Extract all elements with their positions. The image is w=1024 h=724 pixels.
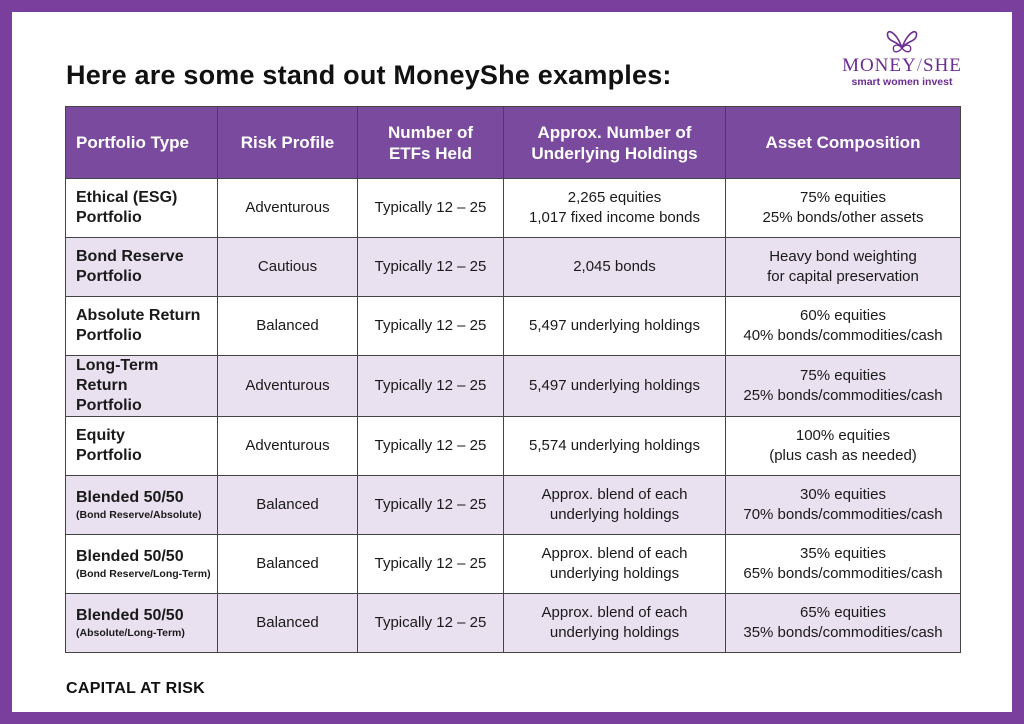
cell-asset-composition: 60% equities 40% bonds/commodities/cash	[725, 296, 961, 356]
cell-etfs-held: Typically 12 – 25	[357, 416, 504, 476]
moneyshe-logo: MONEY/SHE smart women invest	[842, 26, 962, 89]
header-underlying-holdings: Approx. Number of Underlying Holdings	[503, 106, 726, 179]
table-row: Long-Term Return Portfolio Adventurous Typi…	[65, 355, 961, 417]
header-asset-composition: Asset Composition	[725, 106, 961, 179]
table-row: Absolute Return Portfolio Balanced Typicall…	[65, 296, 961, 356]
capital-at-risk-notice: CAPITAL AT RISK	[66, 680, 206, 697]
cell-risk-profile: Adventurous	[217, 355, 358, 417]
cell-etfs-held: Typically 12 – 25	[357, 296, 504, 356]
cell-risk-profile: Adventurous	[217, 416, 358, 476]
cell-risk-profile: Cautious	[217, 237, 358, 297]
cell-etfs-held: Typically 12 – 25	[357, 534, 504, 594]
cell-portfolio-type: Bond Reserve Portfolio	[65, 237, 218, 297]
cell-risk-profile: Balanced	[217, 534, 358, 594]
table-row: Blended 50/50 (Absolute/Long-Term) Balance…	[65, 593, 961, 653]
cell-portfolio-type: Blended 50/50 (Bond Reserve/Absolute)	[65, 475, 218, 535]
portfolio-subtitle: (Absolute/Long-Term)	[76, 627, 185, 639]
table-row: Blended 50/50 (Bond Reserve/Absolute) Bala…	[65, 475, 961, 535]
table-row: Bond Reserve Portfolio Cautious Typically 1…	[65, 237, 961, 297]
header-risk-profile: Risk Profile	[217, 106, 358, 179]
cell-risk-profile: Balanced	[217, 475, 358, 535]
cell-portfolio-type: Absolute Return Portfolio	[65, 296, 218, 356]
cell-etfs-held: Typically 12 – 25	[357, 237, 504, 297]
cell-asset-composition: 30% equities 70% bonds/commodities/cash	[725, 475, 961, 535]
portfolio-table: Portfolio Type Risk Profile Number of ETF…	[65, 106, 961, 653]
portfolio-subtitle: (Bond Reserve/Absolute)	[76, 509, 202, 521]
logo-wordmark: MONEY/SHE	[842, 55, 962, 76]
cell-underlying-holdings: 5,497 underlying holdings	[503, 296, 726, 356]
cell-risk-profile: Balanced	[217, 296, 358, 356]
cell-asset-composition: 100% equities (plus cash as needed)	[725, 416, 961, 476]
cell-portfolio-type: Blended 50/50 (Absolute/Long-Term)	[65, 593, 218, 653]
cell-asset-composition: 65% equities 35% bonds/commodities/cash	[725, 593, 961, 653]
cell-asset-composition: 35% equities 65% bonds/commodities/cash	[725, 534, 961, 594]
cell-asset-composition: 75% equities 25% bonds/other assets	[725, 178, 961, 238]
header-portfolio-type: Portfolio Type	[65, 106, 218, 179]
portfolio-subtitle: (Bond Reserve/Long-Term)	[76, 568, 211, 580]
cell-underlying-holdings: 2,265 equities 1,017 fixed income bonds	[503, 178, 726, 238]
cell-portfolio-type: Equity Portfolio	[65, 416, 218, 476]
cell-etfs-held: Typically 12 – 25	[357, 475, 504, 535]
cell-underlying-holdings: Approx. blend of each underlying holdings	[503, 475, 726, 535]
table-header-row: Portfolio Type Risk Profile Number of ETF…	[65, 106, 961, 179]
cell-asset-composition: 75% equities 25% bonds/commodities/cash	[725, 355, 961, 417]
cell-portfolio-type: Blended 50/50 (Bond Reserve/Long-Term)	[65, 534, 218, 594]
header-etfs-held: Number of ETFs Held	[357, 106, 504, 179]
cell-underlying-holdings: 5,574 underlying holdings	[503, 416, 726, 476]
cell-risk-profile: Balanced	[217, 593, 358, 653]
cell-portfolio-type: Long-Term Return Portfolio	[65, 355, 218, 417]
page-title: Here are some stand out MoneyShe example…	[66, 60, 672, 90]
table-row: Blended 50/50 (Bond Reserve/Long-Term) Bal…	[65, 534, 961, 594]
logo-tagline: smart women invest	[851, 76, 953, 88]
cell-underlying-holdings: 2,045 bonds	[503, 237, 726, 297]
cell-etfs-held: Typically 12 – 25	[357, 355, 504, 417]
cell-etfs-held: Typically 12 – 25	[357, 178, 504, 238]
cell-underlying-holdings: 5,497 underlying holdings	[503, 355, 726, 417]
table-row: Ethical (ESG) Portfolio Adventurous Typical…	[65, 178, 961, 238]
cell-asset-composition: Heavy bond weighting for capital preserva…	[725, 237, 961, 297]
table-row: Equity Portfolio Adventurous Typically 12 –…	[65, 416, 961, 476]
cell-portfolio-type: Ethical (ESG) Portfolio	[65, 178, 218, 238]
cell-risk-profile: Adventurous	[217, 178, 358, 238]
cell-underlying-holdings: Approx. blend of each underlying holdings	[503, 593, 726, 653]
cell-underlying-holdings: Approx. blend of each underlying holdings	[503, 534, 726, 594]
cell-etfs-held: Typically 12 – 25	[357, 593, 504, 653]
butterfly-icon	[886, 30, 918, 53]
